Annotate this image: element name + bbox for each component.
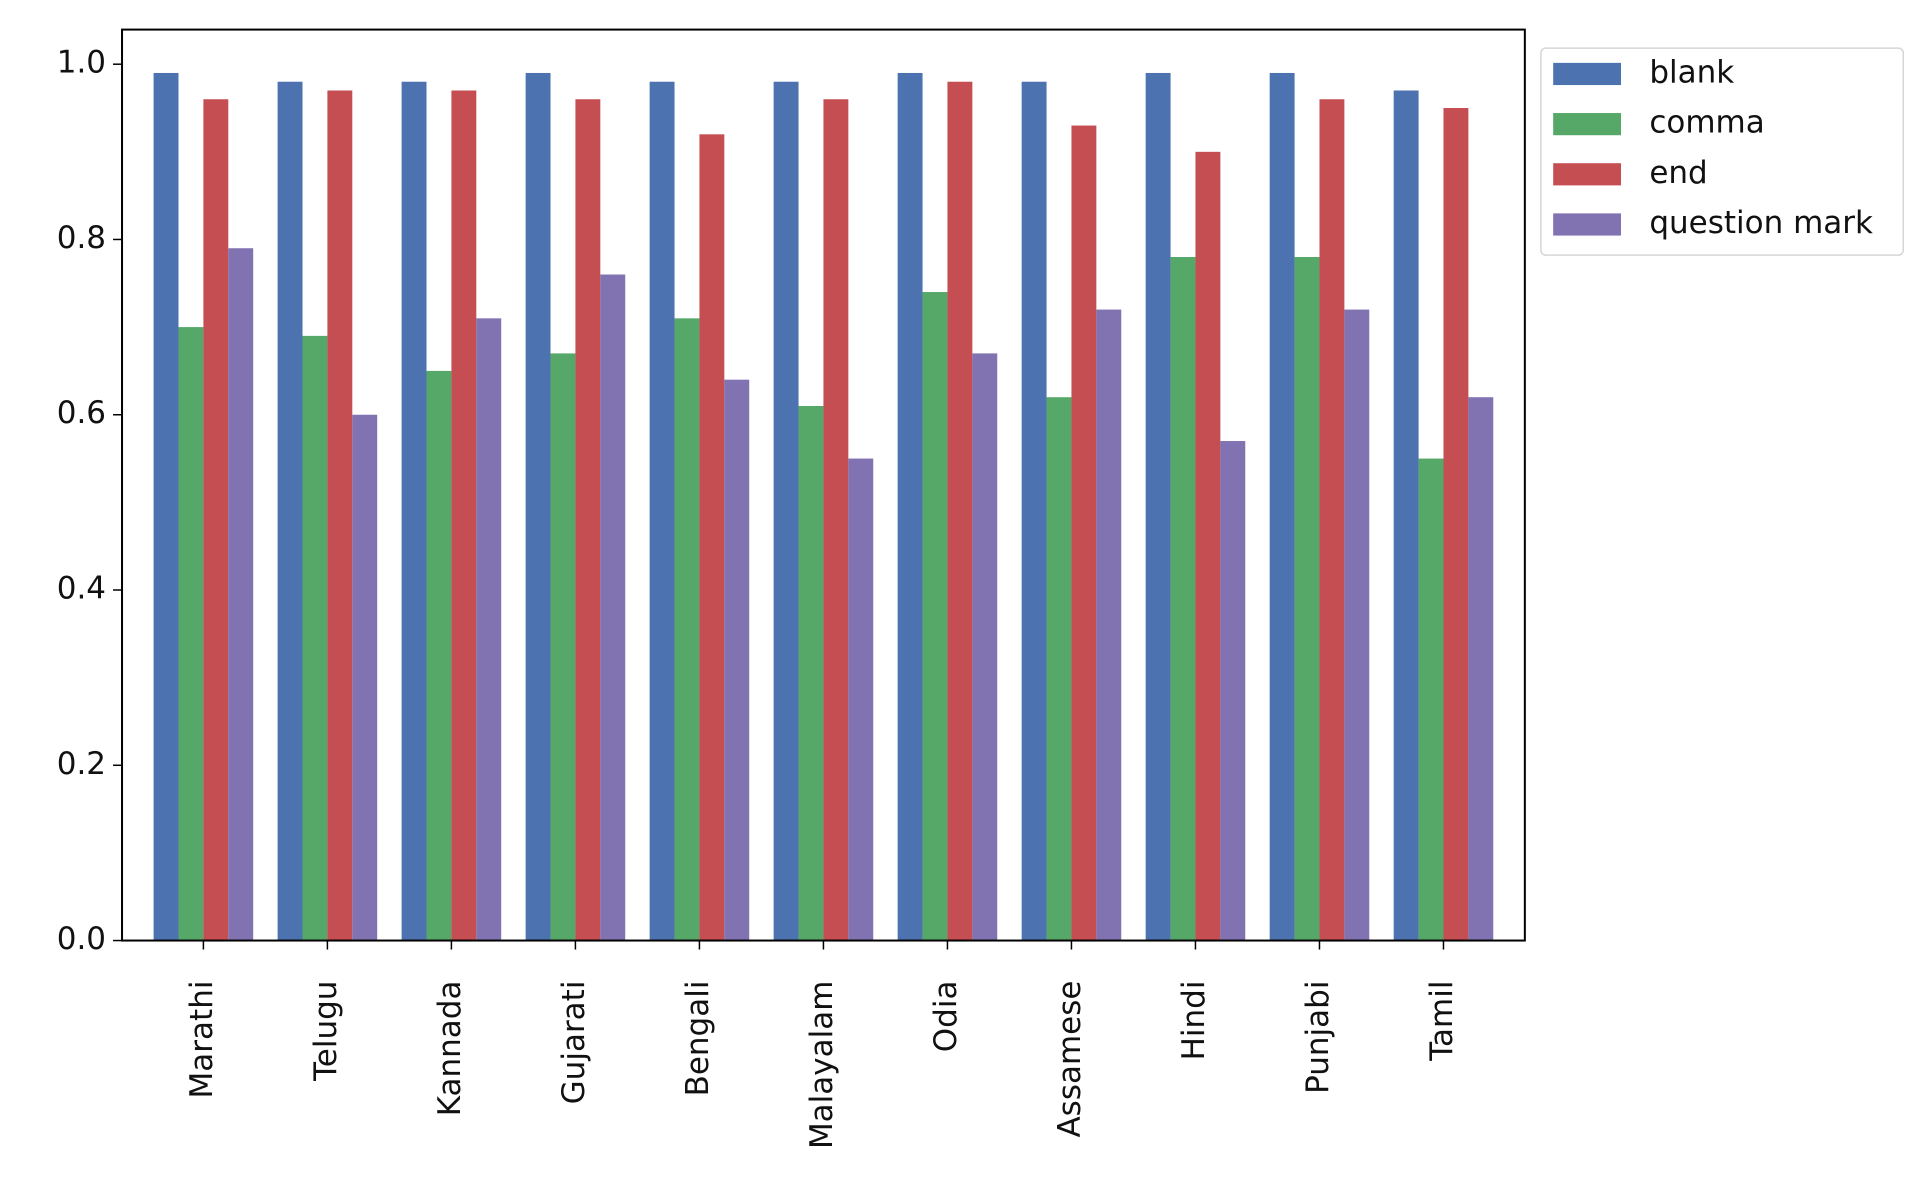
bar bbox=[1418, 458, 1444, 941]
bar bbox=[302, 335, 328, 941]
bar bbox=[798, 405, 824, 941]
bar bbox=[178, 327, 204, 941]
x-tick-label: Odia bbox=[928, 981, 964, 1053]
legend-swatch bbox=[1553, 62, 1621, 86]
bar bbox=[674, 318, 700, 941]
bar bbox=[649, 81, 675, 941]
bar bbox=[203, 99, 229, 941]
bar bbox=[525, 72, 551, 941]
bar bbox=[699, 134, 725, 941]
bar bbox=[1319, 99, 1345, 941]
y-tick-label: 0.0 bbox=[57, 921, 106, 957]
x-tick-label: Kannada bbox=[432, 981, 468, 1117]
bar bbox=[1096, 309, 1122, 941]
bar bbox=[1145, 72, 1171, 941]
bar bbox=[823, 99, 849, 941]
legend-label: question mark bbox=[1649, 205, 1873, 241]
bar bbox=[1170, 256, 1196, 941]
bar bbox=[575, 99, 601, 941]
x-tick-label: Assamese bbox=[1052, 981, 1088, 1138]
bar bbox=[153, 72, 179, 941]
bar bbox=[1021, 81, 1047, 941]
bar bbox=[1294, 256, 1320, 941]
x-tick-label: Bengali bbox=[680, 981, 716, 1097]
legend-label: blank bbox=[1649, 54, 1734, 90]
bar bbox=[1269, 72, 1295, 941]
y-tick-label: 0.2 bbox=[57, 746, 106, 782]
bar bbox=[1443, 108, 1469, 941]
bar bbox=[1468, 397, 1494, 941]
bar bbox=[451, 90, 477, 941]
x-tick-label: Telugu bbox=[308, 981, 344, 1082]
bar bbox=[1195, 151, 1221, 941]
legend-box bbox=[1540, 47, 1905, 256]
y-tick-label: 1.0 bbox=[57, 45, 106, 81]
bar bbox=[401, 81, 427, 941]
bar bbox=[1046, 397, 1072, 941]
x-tick-label: Gujarati bbox=[556, 981, 592, 1105]
legend-swatch bbox=[1553, 113, 1621, 136]
bar bbox=[228, 248, 254, 941]
legend-label: end bbox=[1649, 155, 1707, 191]
bar bbox=[1344, 309, 1370, 941]
bar bbox=[947, 81, 973, 941]
bar bbox=[352, 414, 378, 941]
bar bbox=[277, 81, 303, 941]
bar bbox=[1071, 125, 1097, 941]
bar bbox=[327, 90, 353, 941]
plot-frame bbox=[121, 28, 1526, 942]
legend-label: comma bbox=[1649, 105, 1764, 141]
legend-swatch bbox=[1553, 213, 1621, 236]
bar bbox=[897, 72, 923, 941]
bar bbox=[848, 458, 874, 941]
x-tick-label: Tamil bbox=[1424, 981, 1460, 1062]
legend-swatch bbox=[1553, 163, 1621, 186]
y-tick-label: 0.4 bbox=[57, 571, 106, 607]
x-tick-label: Marathi bbox=[184, 981, 220, 1099]
bar bbox=[724, 379, 750, 941]
x-tick-label: Hindi bbox=[1176, 981, 1212, 1061]
x-tick-label: Malayalam bbox=[804, 981, 840, 1150]
x-tick-label: Punjabi bbox=[1300, 981, 1336, 1094]
y-tick-label: 0.6 bbox=[57, 395, 106, 431]
bar bbox=[476, 318, 502, 941]
bar bbox=[972, 353, 998, 941]
bar bbox=[550, 353, 576, 941]
bar bbox=[1393, 90, 1419, 941]
bar bbox=[773, 81, 799, 941]
bar bbox=[426, 370, 452, 941]
bar bbox=[1220, 441, 1246, 941]
bar bbox=[922, 292, 948, 941]
y-tick-label: 0.8 bbox=[57, 220, 106, 256]
bar bbox=[600, 274, 626, 941]
